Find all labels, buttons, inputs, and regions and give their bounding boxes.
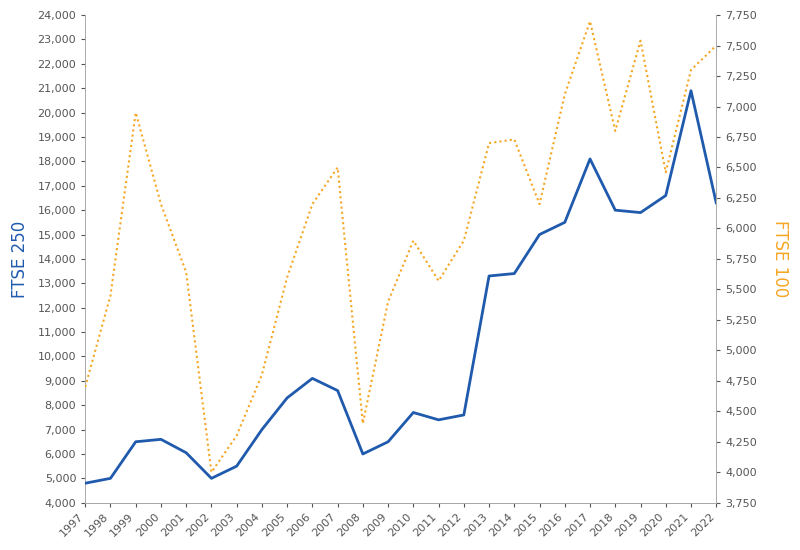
Y-axis label: FTSE 250: FTSE 250: [11, 221, 29, 298]
Y-axis label: FTSE 100: FTSE 100: [771, 221, 789, 298]
